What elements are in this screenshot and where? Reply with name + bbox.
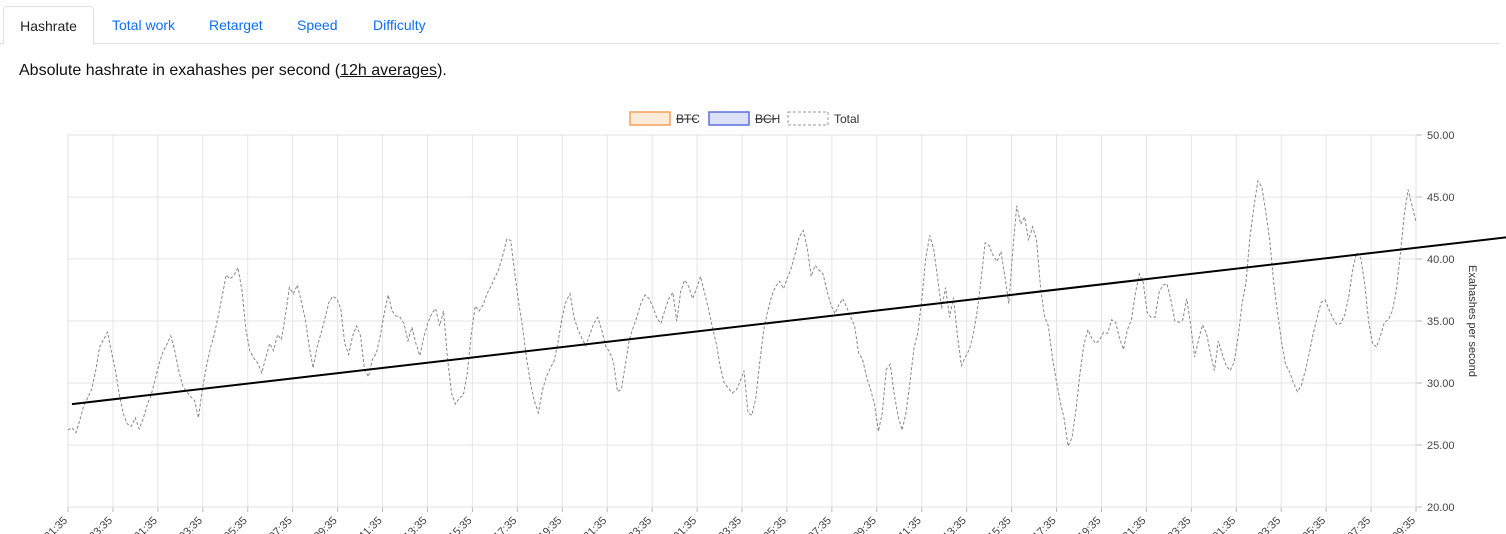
x-tick-label: 07:35 (267, 515, 295, 534)
trend-annotation (71, 236, 1506, 406)
plot-border (67, 134, 1417, 508)
tab-hashrate[interactable]: Hashrate (3, 6, 94, 45)
x-tick-label: 05:35 (1300, 515, 1328, 534)
x-tick-label: 15:35 (447, 515, 475, 534)
x-tick-label: 11:35 (896, 515, 923, 534)
y-tick-label: 40.00 (1427, 254, 1455, 266)
chart-description: Absolute hashrate in exahashes per secon… (19, 62, 447, 80)
x-tick-label: 23:35 (87, 515, 115, 534)
x-tick-label: 05:35 (222, 515, 250, 534)
x-tick-label: 13:35 (402, 515, 430, 534)
legend-swatch[interactable] (787, 111, 829, 126)
tab-bar: Hashrate Total work Retarget Speed Diffi… (0, 0, 1500, 45)
x-tick-label: 23:35 (626, 515, 654, 534)
x-tick-label: 21:35 (581, 515, 609, 534)
y-tick-label: 35.00 (1427, 316, 1455, 328)
description-prefix: Absolute hashrate in exahashes per secon… (19, 62, 341, 79)
trend-arrow-line (71, 236, 1506, 406)
y-tick-label: 45.00 (1427, 192, 1455, 204)
legend-swatch[interactable] (708, 111, 750, 126)
description-suffix: ). (437, 62, 447, 79)
tab-total-work[interactable]: Total work (112, 17, 176, 33)
x-tick-label: 17:35 (1031, 515, 1059, 534)
x-tick-label: 09:35 (1390, 515, 1418, 534)
x-tick-label: 19:35 (1076, 515, 1104, 534)
y-axis-title: Exahashes per second (1466, 265, 1478, 377)
series-lines (68, 179, 1416, 448)
x-tick-label: 17:35 (492, 515, 520, 534)
x-tick-label: 15:35 (986, 515, 1014, 534)
tab-speed[interactable]: Speed (297, 17, 338, 33)
tab-retarget[interactable]: Retarget (209, 17, 263, 33)
x-tick-label: 03:35 (177, 515, 205, 534)
x-tick-label: 09:35 (312, 515, 340, 534)
y-tick-label: 20.00 (1427, 502, 1455, 514)
x-tick-label: 01:35 (132, 515, 160, 534)
x-tick-label: 03:35 (716, 515, 744, 534)
chart-grid (67, 134, 1422, 512)
legend-swatch[interactable] (629, 111, 671, 126)
x-tick-label: 01:35 (1210, 515, 1238, 534)
x-tick-label: 07:35 (806, 515, 834, 534)
x-tick-label: 05:35 (761, 515, 789, 534)
y-tick-label: 50.00 (1427, 130, 1455, 142)
series-line-total (68, 179, 1416, 448)
x-tick-label: 01:35 (671, 515, 699, 534)
x-tick-label: 13:35 (941, 515, 969, 534)
chart-legend: BTC BCH Total (629, 111, 859, 126)
x-tick-label: 09:35 (851, 515, 879, 534)
x-tick-label: 11:35 (357, 515, 384, 534)
x-tick-label: 21:35 (1121, 515, 1149, 534)
y-tick-label: 30.00 (1427, 378, 1455, 390)
x-tick-label: 23:35 (1166, 515, 1194, 534)
x-tick-label: 21:35 (42, 515, 70, 534)
x-tick-label: 19:35 (536, 515, 564, 534)
x-tick-label: 07:35 (1345, 515, 1373, 534)
tab-difficulty[interactable]: Difficulty (373, 17, 426, 33)
x-axis-ticks: 21:35 23:35 01:35 03:35 05:35 07:35 09:35 11:35… (42, 515, 1418, 534)
y-tick-label: 25.00 (1427, 440, 1455, 452)
x-tick-label: 03:35 (1255, 515, 1283, 534)
averages-link[interactable]: 12h averages (340, 62, 438, 79)
y-axis-ticks: 50.00 45.00 40.00 35.00 30.00 25.00 20.00 (1427, 130, 1455, 514)
legend-label[interactable]: Total (834, 112, 859, 126)
